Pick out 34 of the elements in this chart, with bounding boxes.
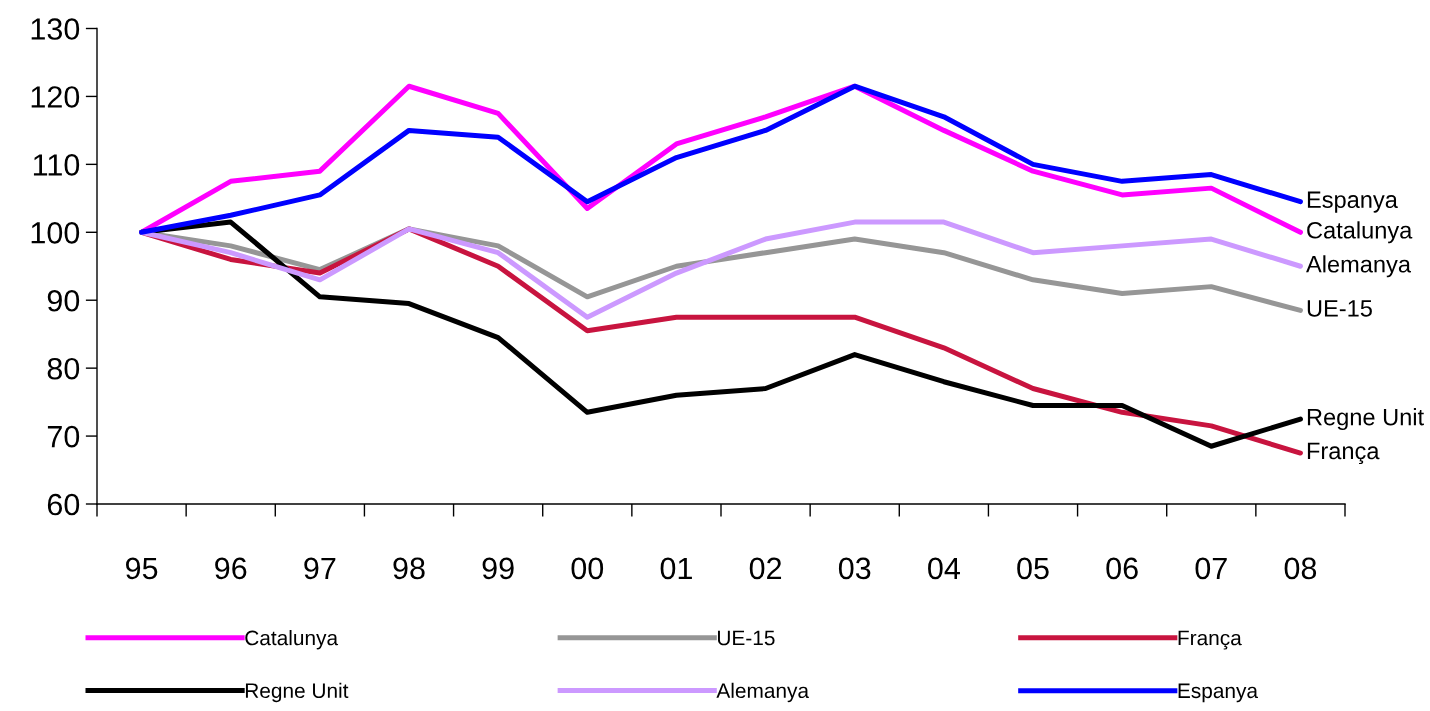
y-tick-label: 130	[31, 18, 80, 40]
text: Espanya	[1178, 683, 1258, 703]
x-tick-label: 96	[215, 557, 247, 580]
y-tick-label: 110	[33, 154, 80, 176]
x-tick-label: 95	[126, 557, 158, 580]
x-tick-label: 05	[1017, 557, 1049, 580]
x-tick-label: 07	[1195, 557, 1227, 580]
series-label: Alemanya	[1306, 255, 1411, 278]
series-label: Catalunya	[1307, 221, 1413, 244]
series-label: UE-15	[1307, 300, 1372, 317]
text: Regne Unit	[245, 682, 349, 703]
x-tick-label: 03	[838, 557, 871, 580]
x-tick-label: 01	[660, 557, 692, 580]
y-tick-label: 60	[47, 493, 80, 516]
text: UE-15	[717, 630, 775, 646]
x-tick-label: 99	[482, 557, 514, 580]
y-tick-label: 70	[47, 425, 80, 448]
series-label: Regne Unit	[1307, 408, 1424, 431]
y-tick-label: 100	[31, 222, 80, 244]
series-label: Espanya	[1307, 191, 1398, 213]
y-tick-label: 120	[31, 86, 80, 108]
y-tick-label: 80	[47, 357, 80, 380]
x-tick-label: 06	[1106, 557, 1138, 580]
x-tick-label: 04	[928, 557, 960, 580]
x-tick-label: 08	[1284, 557, 1317, 580]
x-tick-label: 97	[304, 557, 336, 580]
text: Alemanya	[716, 682, 810, 703]
x-tick-label: 98	[393, 557, 425, 580]
series-label: França	[1307, 442, 1380, 465]
y-tick-label: 90	[47, 289, 80, 312]
text: Catalunya	[245, 630, 339, 650]
x-tick-label: 02	[749, 557, 782, 580]
x-tick-label: 00	[571, 557, 604, 580]
text: França	[1178, 630, 1242, 650]
